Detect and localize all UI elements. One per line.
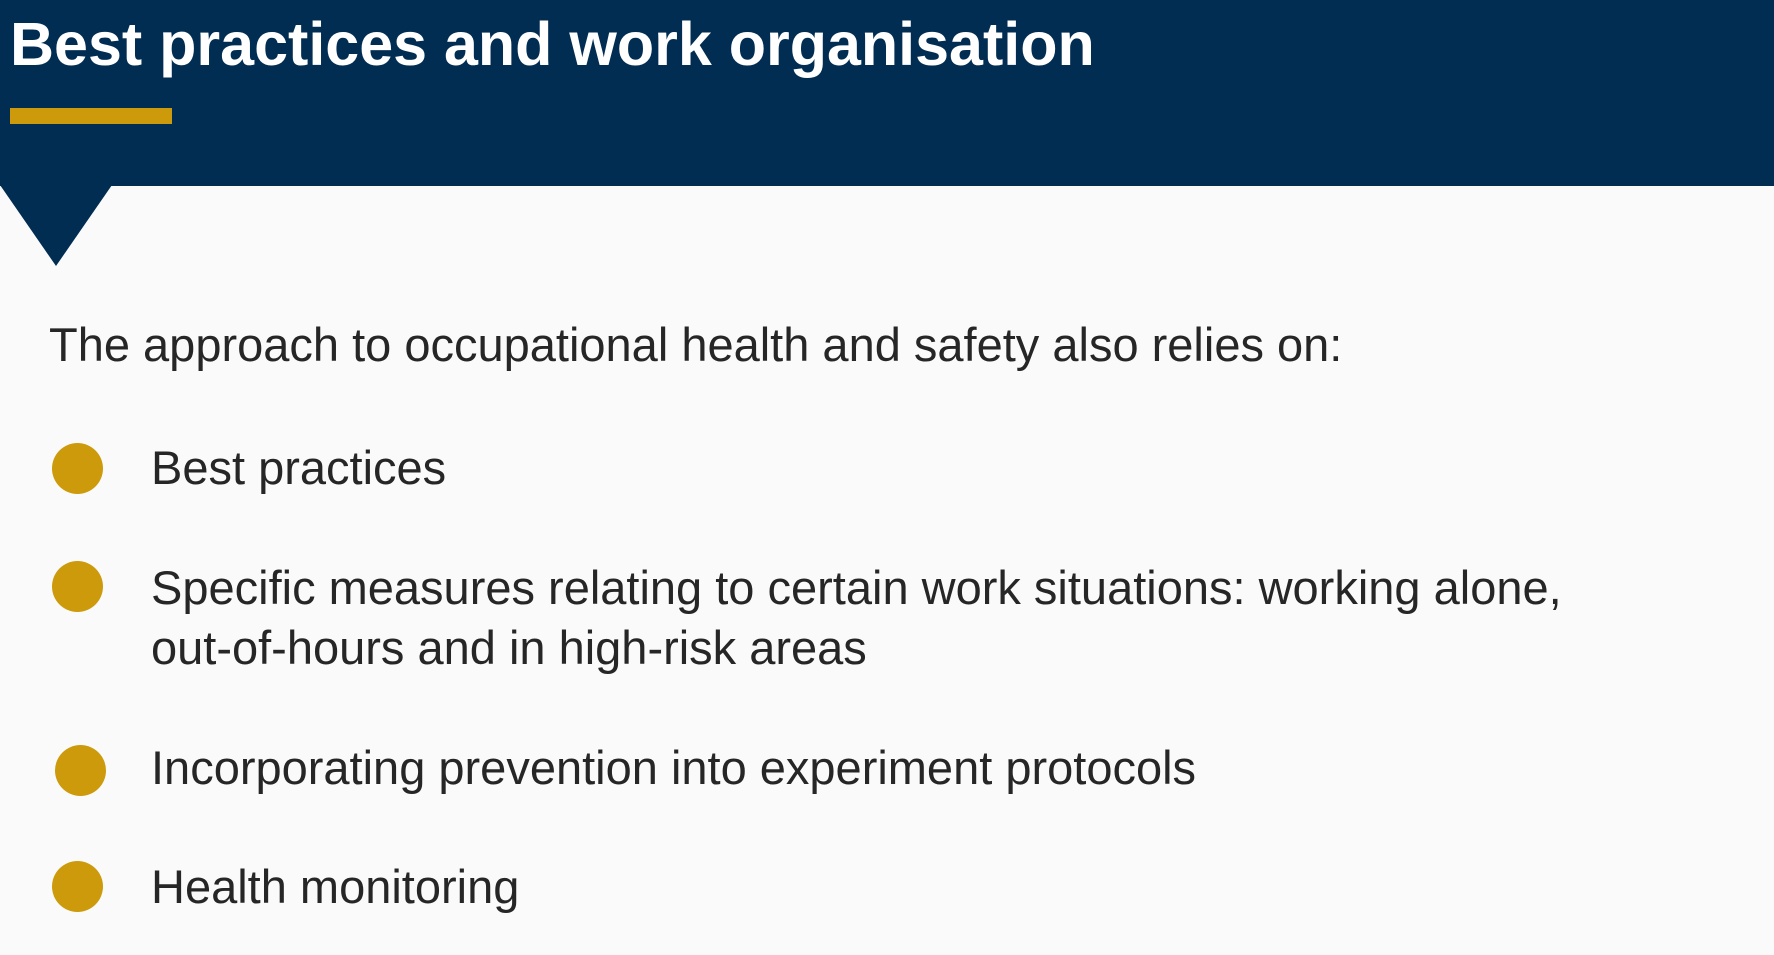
header-pointer-triangle [0, 185, 112, 266]
bullet-circle-icon [52, 561, 103, 612]
bullet-text: Specific measures relating to certain wo… [151, 561, 1562, 674]
title-accent-underline [10, 108, 172, 124]
intro-text: The approach to occupational health and … [49, 318, 1343, 371]
slide-title: Best practices and work organisation [10, 10, 1095, 78]
header-band: Best practices and work organisation [0, 0, 1774, 186]
bullet-circle-icon [55, 745, 106, 796]
bullet-text: Health monitoring [151, 860, 520, 913]
bullet-text: Incorporating prevention into experiment… [151, 741, 1197, 794]
bullet-text: Best practices [151, 441, 447, 494]
bullet-circle-icon [52, 861, 103, 912]
bullet-circle-icon [52, 443, 103, 494]
